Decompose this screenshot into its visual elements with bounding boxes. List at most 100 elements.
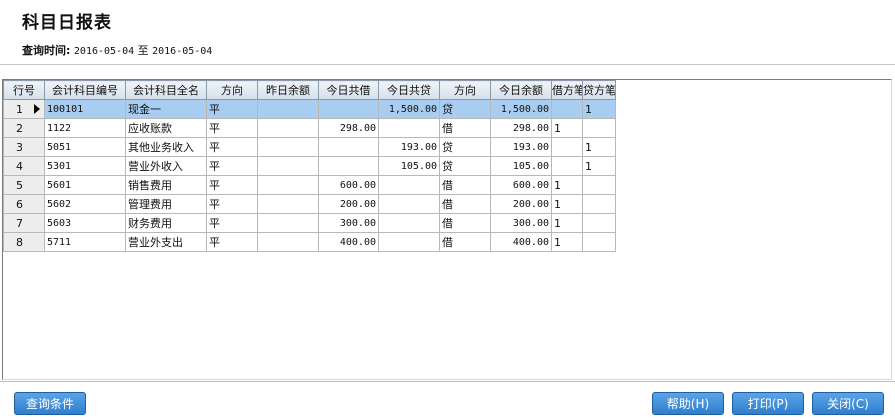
table-cell[interactable]: 1122: [44, 118, 126, 138]
table-row[interactable]: 6 5602 管理费用平 200.00 借 200.00 1: [3, 194, 616, 214]
table-row[interactable]: 5 5601 销售费用平 600.00 借 600.00 1: [3, 175, 616, 195]
column-header[interactable]: 贷方笔数: [582, 80, 616, 100]
table-cell[interactable]: 平: [206, 137, 258, 157]
table-row[interactable]: 7 5603 财务费用平 300.00 借 300.00 1: [3, 213, 616, 233]
column-header[interactable]: 借方笔数: [551, 80, 583, 100]
table-cell[interactable]: 借: [439, 118, 491, 138]
table-cell[interactable]: 300.00: [490, 213, 552, 233]
table-cell[interactable]: 销售费用: [125, 175, 207, 195]
close-button[interactable]: 关闭(C): [812, 392, 884, 415]
row-number[interactable]: 3: [3, 137, 45, 157]
table-cell[interactable]: 营业外收入: [125, 156, 207, 176]
table-cell[interactable]: [257, 175, 319, 195]
table-cell[interactable]: [378, 175, 440, 195]
table-cell[interactable]: 1,500.00: [378, 99, 440, 119]
table-row[interactable]: 4 5301 营业外收入平 105.00 贷 105.00 1: [3, 156, 616, 176]
table-cell[interactable]: 平: [206, 118, 258, 138]
column-header[interactable]: 今日共贷: [378, 80, 440, 100]
table-cell[interactable]: 贷: [439, 156, 491, 176]
table-cell[interactable]: 1,500.00: [490, 99, 552, 119]
table-cell[interactable]: [378, 232, 440, 252]
table-cell[interactable]: 193.00: [490, 137, 552, 157]
table-cell[interactable]: [257, 118, 319, 138]
table-cell[interactable]: [551, 137, 583, 157]
table-cell[interactable]: [257, 156, 319, 176]
column-header[interactable]: 行号: [3, 80, 45, 100]
table-row[interactable]: 8 5711 营业外支出平 400.00 借 400.00 1: [3, 232, 616, 252]
help-button[interactable]: 帮助(H): [652, 392, 724, 415]
table-cell[interactable]: 600.00: [318, 175, 379, 195]
table-cell[interactable]: 1: [551, 232, 583, 252]
table-row[interactable]: 2 1122 应收账款平 298.00 借 298.00 1: [3, 118, 616, 138]
table-cell[interactable]: 5601: [44, 175, 126, 195]
table-cell[interactable]: 300.00: [318, 213, 379, 233]
row-number[interactable]: 7: [3, 213, 45, 233]
table-cell[interactable]: 贷: [439, 137, 491, 157]
table-cell[interactable]: 现金一: [125, 99, 207, 119]
table-cell[interactable]: 298.00: [318, 118, 379, 138]
table-cell[interactable]: 298.00: [490, 118, 552, 138]
column-header[interactable]: 方向: [439, 80, 491, 100]
row-number[interactable]: 6: [3, 194, 45, 214]
table-cell[interactable]: [551, 156, 583, 176]
table-cell[interactable]: 1: [582, 156, 616, 176]
print-button[interactable]: 打印(P): [732, 392, 804, 415]
table-cell[interactable]: 5711: [44, 232, 126, 252]
table-cell[interactable]: [318, 99, 379, 119]
table-cell[interactable]: 1: [551, 194, 583, 214]
table-cell[interactable]: 营业外支出: [125, 232, 207, 252]
table-cell[interactable]: [378, 118, 440, 138]
table-cell[interactable]: 借: [439, 175, 491, 195]
table-cell[interactable]: [378, 213, 440, 233]
table-cell[interactable]: 平: [206, 213, 258, 233]
table-cell[interactable]: 平: [206, 232, 258, 252]
table-row[interactable]: 3 5051 其他业务收入平 193.00 贷 193.00 1: [3, 137, 616, 157]
table-cell[interactable]: 200.00: [490, 194, 552, 214]
table-cell[interactable]: 贷: [439, 99, 491, 119]
table-cell[interactable]: [582, 175, 616, 195]
column-header[interactable]: 方向: [206, 80, 258, 100]
table-cell[interactable]: 管理费用: [125, 194, 207, 214]
table-cell[interactable]: [257, 194, 319, 214]
column-header[interactable]: 今日余额: [490, 80, 552, 100]
row-number[interactable]: 8: [3, 232, 45, 252]
table-cell[interactable]: 借: [439, 213, 491, 233]
table-cell[interactable]: 5603: [44, 213, 126, 233]
table-cell[interactable]: 1: [582, 99, 616, 119]
report-grid[interactable]: 行号 会计科目编号 会计科目全名 方向 昨日余额 今日共借 今日共贷 方向 今日…: [2, 79, 892, 380]
column-header[interactable]: 会计科目编号: [44, 80, 126, 100]
table-cell[interactable]: [257, 137, 319, 157]
table-cell[interactable]: [318, 156, 379, 176]
table-cell[interactable]: [582, 118, 616, 138]
table-cell[interactable]: 借: [439, 232, 491, 252]
row-number[interactable]: 5: [3, 175, 45, 195]
table-cell[interactable]: 平: [206, 99, 258, 119]
table-cell[interactable]: 财务费用: [125, 213, 207, 233]
table-cell[interactable]: 105.00: [378, 156, 440, 176]
table-cell[interactable]: 5051: [44, 137, 126, 157]
table-cell[interactable]: [582, 213, 616, 233]
table-cell[interactable]: [582, 232, 616, 252]
table-cell[interactable]: 1: [551, 213, 583, 233]
table-cell[interactable]: 600.00: [490, 175, 552, 195]
table-row[interactable]: 1 100101 现金一平 1,500.00 贷 1,500.00 1: [3, 99, 616, 119]
table-cell[interactable]: 应收账款: [125, 118, 207, 138]
table-cell[interactable]: 1: [582, 137, 616, 157]
table-cell[interactable]: [551, 99, 583, 119]
table-cell[interactable]: [318, 137, 379, 157]
column-header[interactable]: 会计科目全名: [125, 80, 207, 100]
row-number[interactable]: 4: [3, 156, 45, 176]
table-cell[interactable]: [257, 232, 319, 252]
table-cell[interactable]: [257, 99, 319, 119]
row-number[interactable]: 2: [3, 118, 45, 138]
row-number[interactable]: 1: [3, 99, 45, 119]
table-cell[interactable]: 105.00: [490, 156, 552, 176]
table-cell[interactable]: 平: [206, 156, 258, 176]
table-cell[interactable]: 200.00: [318, 194, 379, 214]
query-conditions-button[interactable]: 查询条件: [14, 392, 86, 415]
table-cell[interactable]: 1: [551, 118, 583, 138]
table-cell[interactable]: 400.00: [318, 232, 379, 252]
table-cell[interactable]: 1: [551, 175, 583, 195]
table-cell[interactable]: 100101: [44, 99, 126, 119]
table-cell[interactable]: 平: [206, 194, 258, 214]
